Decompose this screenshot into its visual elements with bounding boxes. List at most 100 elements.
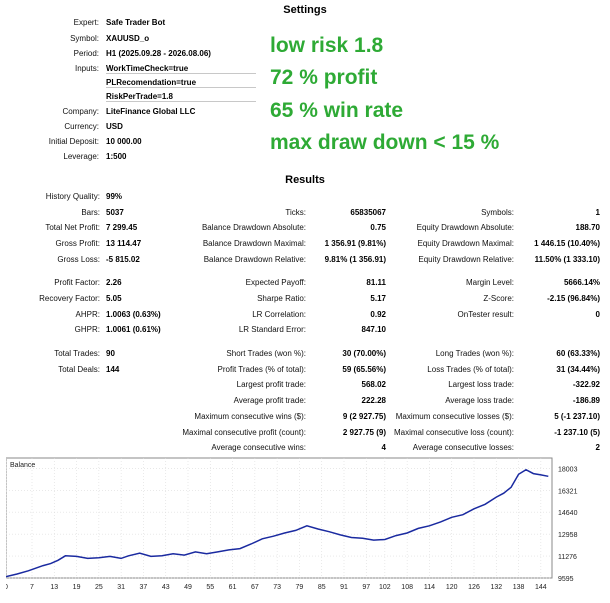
x-tick-label: 49 xyxy=(184,584,192,591)
x-tick-label: 144 xyxy=(535,584,547,591)
results-value: 188.70 xyxy=(575,223,600,233)
results-value: 11.50% (1 333.10) xyxy=(534,254,600,264)
results-value: -186.89 xyxy=(572,396,600,406)
settings-label: Initial Deposit: xyxy=(48,137,99,146)
x-tick-label: 37 xyxy=(140,584,148,591)
settings-input-value: PLRecomendation=true xyxy=(106,78,256,88)
results-label: Total Deals: xyxy=(58,364,100,374)
results-value: 5 (-1 237.10) xyxy=(554,411,600,421)
results-value: 99% xyxy=(106,192,123,201)
results-label: Largest loss trade: xyxy=(448,380,514,390)
x-tick-label: 138 xyxy=(513,584,525,591)
results-label: Sharpe Ratio: xyxy=(257,294,306,304)
results-label: Expected Payoff: xyxy=(245,278,306,288)
results-value: 5.05 xyxy=(106,294,122,304)
x-tick-label: 67 xyxy=(251,584,259,591)
x-tick-label: 25 xyxy=(95,584,103,591)
settings-value: 10 000.00 xyxy=(106,137,142,146)
results-label: Total Net Profit: xyxy=(45,223,100,233)
results-value: 9 (2 927.75) xyxy=(342,411,386,421)
results-label: Equity Drawdown Relative: xyxy=(418,254,514,264)
x-tick-label: 120 xyxy=(446,584,458,591)
results-label: Loss Trades (% of total): xyxy=(427,364,514,374)
results-label: Ticks: xyxy=(285,207,306,217)
results-label: Largest profit trade: xyxy=(236,380,306,390)
results-label: Profit Trades (% of total): xyxy=(217,364,306,374)
results-label: Total Trades: xyxy=(54,349,100,358)
results-label: Average profit trade: xyxy=(233,396,306,406)
x-tick-label: 7 xyxy=(30,584,34,591)
x-tick-label: 79 xyxy=(296,584,304,591)
settings-input-value: WorkTimeCheck=true xyxy=(106,64,256,74)
y-tick-label: 12958 xyxy=(558,532,578,539)
results-label: Long Trades (won %): xyxy=(435,349,514,358)
settings-value: 1:500 xyxy=(106,152,127,161)
results-value: 13 114.47 xyxy=(106,239,142,249)
results-label: Maximum consecutive losses ($): xyxy=(395,411,514,421)
results-value: -2.15 (96.84%) xyxy=(547,294,600,304)
y-tick-label: 9595 xyxy=(558,576,574,583)
results-value: -5 815.02 xyxy=(106,254,140,264)
promo-line: max draw down < 15 % xyxy=(270,131,500,154)
results-label: Bars: xyxy=(81,207,100,217)
results-value: 2 xyxy=(595,443,600,453)
results-label: Average loss trade: xyxy=(445,396,514,406)
settings-value: USD xyxy=(106,122,123,131)
settings-title: Settings xyxy=(283,4,327,16)
x-tick-label: 13 xyxy=(50,584,58,591)
settings-label: Symbol: xyxy=(70,34,99,43)
y-tick-label: 14640 xyxy=(558,510,578,517)
x-tick-label: 85 xyxy=(318,584,326,591)
results-value: 847.10 xyxy=(361,325,386,335)
settings-label: Inputs: xyxy=(74,64,99,73)
results-label: Equity Drawdown Maximal: xyxy=(417,239,514,249)
results-value: 568.02 xyxy=(361,380,386,390)
y-tick-label: 11276 xyxy=(558,554,577,561)
results-value: 222.28 xyxy=(361,396,386,406)
results-value: 9.81% (1 356.91) xyxy=(324,254,386,264)
results-label: Balance Drawdown Relative: xyxy=(203,254,306,264)
results-value: -1 237.10 (5) xyxy=(554,427,600,437)
results-label: Maximal consecutive profit (count): xyxy=(182,427,306,437)
y-tick-label: 16321 xyxy=(558,488,578,495)
results-label: AHPR: xyxy=(75,309,100,319)
results-label: Balance Drawdown Absolute: xyxy=(201,223,306,233)
results-label: Maximum consecutive wins ($): xyxy=(194,411,306,421)
results-label: LR Standard Error: xyxy=(238,325,306,335)
x-tick-label: 114 xyxy=(424,584,435,591)
x-tick-label: 132 xyxy=(490,584,502,591)
x-tick-label: 91 xyxy=(340,584,348,591)
results-label: Balance Drawdown Maximal: xyxy=(202,239,306,249)
promo-line: 72 % profit xyxy=(270,66,378,89)
results-value: 5.17 xyxy=(370,294,386,304)
settings-label: Period: xyxy=(73,49,99,58)
settings-value: XAUUSD_o xyxy=(106,34,150,43)
results-value: 1 xyxy=(595,207,600,217)
x-tick-label: 31 xyxy=(117,584,125,591)
results-value: 5666.14% xyxy=(563,278,600,288)
x-tick-label: 55 xyxy=(206,584,214,591)
settings-label: Currency: xyxy=(64,122,99,131)
results-value: 59 (65.56%) xyxy=(342,364,386,374)
settings-value: Safe Trader Bot xyxy=(106,18,166,27)
settings-label: Leverage: xyxy=(63,152,99,161)
results-title: Results xyxy=(285,174,325,186)
promo-line: low risk 1.8 xyxy=(270,34,384,57)
results-label: Profit Factor: xyxy=(54,278,100,288)
x-tick-label: 43 xyxy=(162,584,170,591)
results-value: 31 (34.44%) xyxy=(556,364,600,374)
results-label: OnTester result: xyxy=(457,309,514,319)
balance-series-line xyxy=(5,468,549,578)
balance-chart-svg: 0 7 13 19 25 31 37 43 49 55 61 67 73 79 85 91 97 102 108 11… xyxy=(4,457,578,591)
results-value: -322.92 xyxy=(572,380,600,390)
results-label: Recovery Factor: xyxy=(39,294,100,304)
x-tick-label: 102 xyxy=(379,584,391,591)
results-label: Margin Level: xyxy=(465,278,514,288)
results-value: 0.92 xyxy=(370,309,386,319)
results-value: 81.11 xyxy=(366,278,386,288)
results-label: Equity Drawdown Absolute: xyxy=(416,223,514,233)
results-value: 90 xyxy=(106,349,115,358)
results-value: 65835067 xyxy=(350,207,386,217)
results-label: Average consecutive losses: xyxy=(412,443,514,453)
y-tick-label: 18003 xyxy=(558,466,578,473)
